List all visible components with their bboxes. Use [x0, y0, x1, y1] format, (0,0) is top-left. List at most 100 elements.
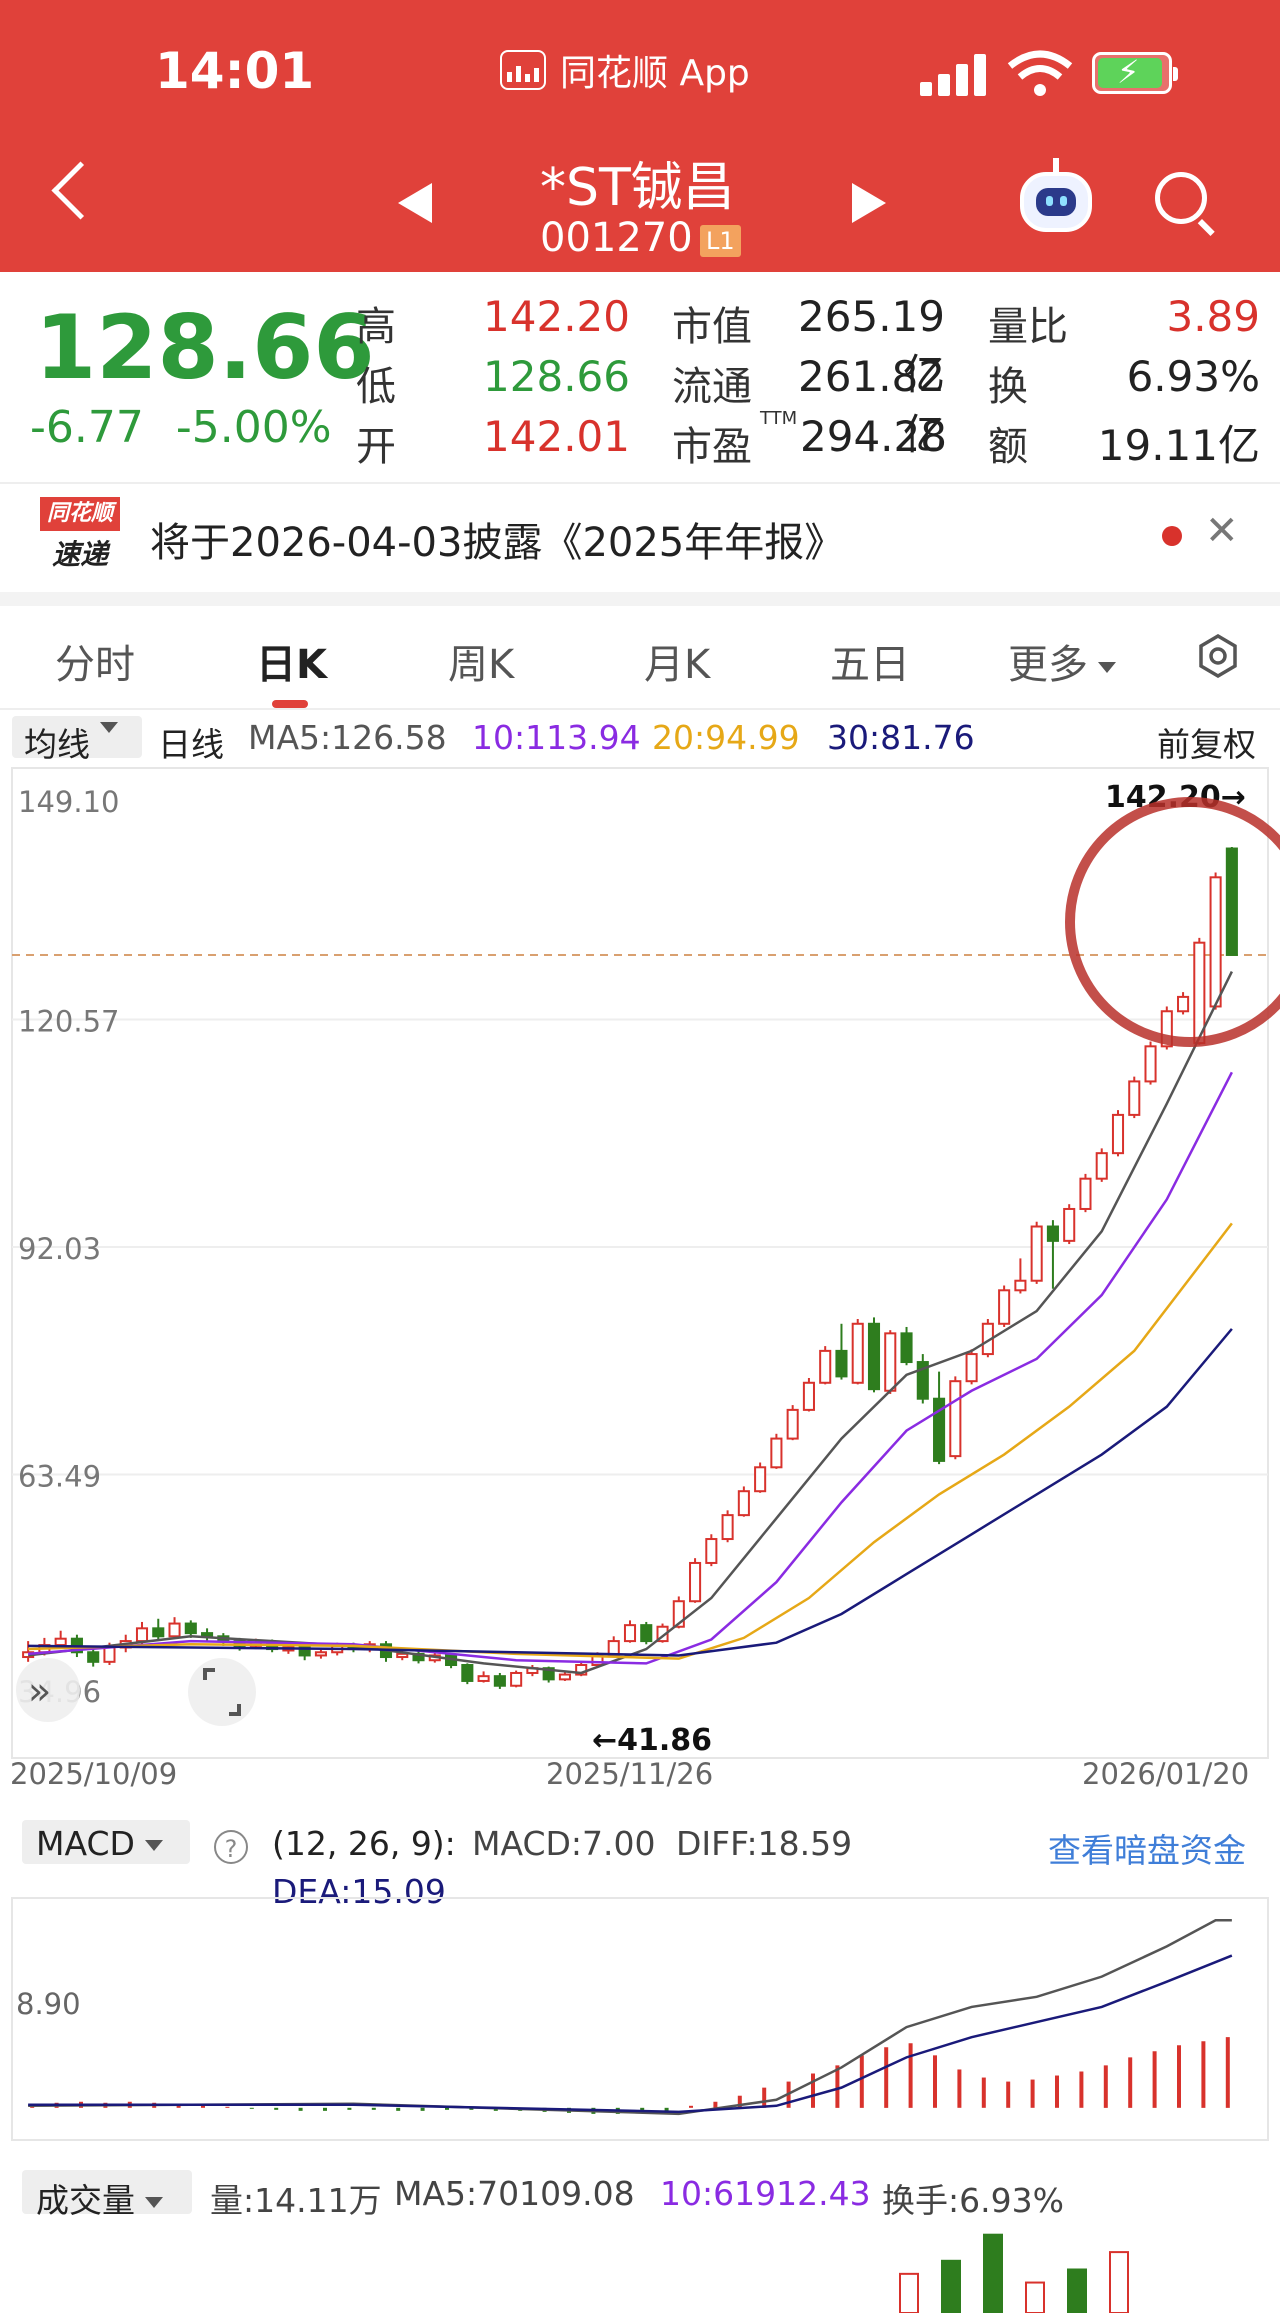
volume-ma10: 10:61912.43 [660, 2174, 871, 2213]
volume-bar [1025, 2281, 1045, 2313]
expand-left-icon[interactable]: » [16, 1658, 80, 1722]
y-tick-label: 149.10 [18, 785, 119, 819]
tab-five-day[interactable]: 五日 [830, 642, 910, 688]
ma5-line [27, 970, 1233, 1675]
candle [1111, 1113, 1125, 1155]
candle [1225, 847, 1238, 956]
candle [87, 1651, 100, 1663]
ma10-line [28, 1071, 1233, 1665]
volume-bar [899, 2272, 919, 2313]
macd-histogram [30, 2037, 1230, 2114]
candle [1209, 876, 1222, 1008]
ma10-value: 10:113.94 [472, 718, 641, 757]
ma30-value: 30:81.76 [827, 718, 975, 757]
candle [689, 1561, 702, 1603]
status-time: 14:01 [155, 42, 315, 100]
volume-bar [941, 2259, 961, 2313]
back-icon[interactable] [51, 161, 110, 220]
app-header: 14:01 同花顺 App ⚡ *ST铖昌 001270 L1 [0, 0, 1280, 272]
candle [705, 1538, 718, 1564]
x-label-end: 2026/01/20 [1082, 1757, 1249, 1791]
macd-params: (12, 26, 9): [272, 1824, 456, 1863]
x-label-start: 2025/10/09 [10, 1757, 177, 1791]
candle [819, 1349, 832, 1384]
candle [1160, 1010, 1173, 1048]
tab-separator [0, 708, 1280, 710]
candle [558, 1673, 571, 1681]
high-label: 高 [356, 304, 396, 350]
prev-stock-icon[interactable] [398, 183, 432, 223]
candle [542, 1667, 555, 1681]
candle [672, 1600, 685, 1628]
float-value: 261.82亿 [798, 352, 945, 459]
ma20-value: 20:94.99 [652, 718, 800, 757]
help-icon[interactable]: ? [214, 1830, 248, 1864]
wifi-icon [1007, 50, 1073, 96]
candle [835, 1349, 848, 1378]
ma30-line [28, 1328, 1233, 1657]
candle [721, 1514, 734, 1541]
candle [916, 1361, 929, 1400]
search-icon[interactable] [1155, 172, 1207, 224]
candle [396, 1652, 409, 1659]
close-icon[interactable]: ✕ [1205, 508, 1239, 554]
candle [884, 1332, 897, 1392]
next-stock-icon[interactable] [852, 183, 886, 223]
volume-selector[interactable] [22, 2170, 192, 2214]
macd-selector-label[interactable]: MACD [36, 1824, 135, 1863]
dea-value: DEA:15.09 [272, 1872, 446, 1911]
candle [461, 1664, 474, 1682]
quote-panel [0, 272, 1280, 482]
tab-monthly-k[interactable]: 月K [644, 642, 711, 688]
section-divider [0, 592, 1280, 606]
tab-daily-k[interactable]: 日K [256, 642, 327, 688]
candle [965, 1353, 978, 1383]
settings-icon[interactable] [1196, 634, 1240, 678]
dark-pool-link[interactable]: 查看暗盘资金 [1048, 1831, 1246, 1870]
ma-selector-label[interactable]: 均线 [24, 718, 118, 766]
tab-intraday[interactable]: 分时 [55, 642, 135, 688]
candle [493, 1675, 506, 1687]
macd-y-label: 8.90 [16, 1987, 81, 2021]
adjust-mode[interactable]: 前复权 [1157, 725, 1256, 764]
fullscreen-icon[interactable] [188, 1658, 256, 1726]
candle [184, 1622, 197, 1635]
news-banner[interactable] [0, 482, 1280, 594]
price-change: -6.77 -5.00% [30, 402, 332, 453]
candle [900, 1332, 913, 1364]
volume-bar [983, 2233, 1003, 2313]
candle [1177, 995, 1190, 1013]
volume-bar [1109, 2251, 1129, 2313]
tab-more[interactable]: 更多 [1008, 632, 1116, 690]
volume-ma5: MA5:70109.08 [394, 2174, 635, 2213]
ma-selector[interactable] [12, 716, 142, 758]
y-tick-label: 63.49 [18, 1460, 101, 1494]
low-label: 低 [356, 364, 396, 410]
volume-chart [899, 2233, 1129, 2313]
app-title: 同花顺 App [500, 44, 750, 96]
turnover-value: 6.93% [1126, 352, 1260, 401]
stock-name: *ST铖昌 [540, 158, 735, 218]
chevron-down-icon [1098, 661, 1116, 673]
volume-turnover: 换手:6.93% [882, 2181, 1064, 2220]
candle [851, 1322, 864, 1384]
volume-selector-label[interactable]: 成交量 [36, 2181, 135, 2220]
tab-weekly-k[interactable]: 周K [448, 642, 515, 688]
amount-value: 19.11亿 [1097, 421, 1260, 470]
low-value: 128.66 [483, 352, 630, 401]
dea-line [28, 1954, 1233, 2114]
chevron-down-icon [145, 2197, 163, 2208]
chevron-down-icon [144, 1840, 163, 1851]
candle [933, 1397, 946, 1462]
candle [607, 1640, 620, 1657]
kline-ma-lines [27, 970, 1233, 1675]
diff-line [28, 1918, 1232, 2116]
flash-news-logo: 同花顺 速递 [36, 497, 124, 575]
candle [314, 1651, 327, 1657]
current-price: 128.66 [35, 296, 375, 399]
macd-lines [28, 1918, 1233, 2116]
banner-text[interactable]: 将于2026-04-03披露《2025年年报》 [150, 520, 845, 566]
candle [1079, 1177, 1092, 1210]
robot-assistant-icon[interactable] [1020, 158, 1092, 232]
